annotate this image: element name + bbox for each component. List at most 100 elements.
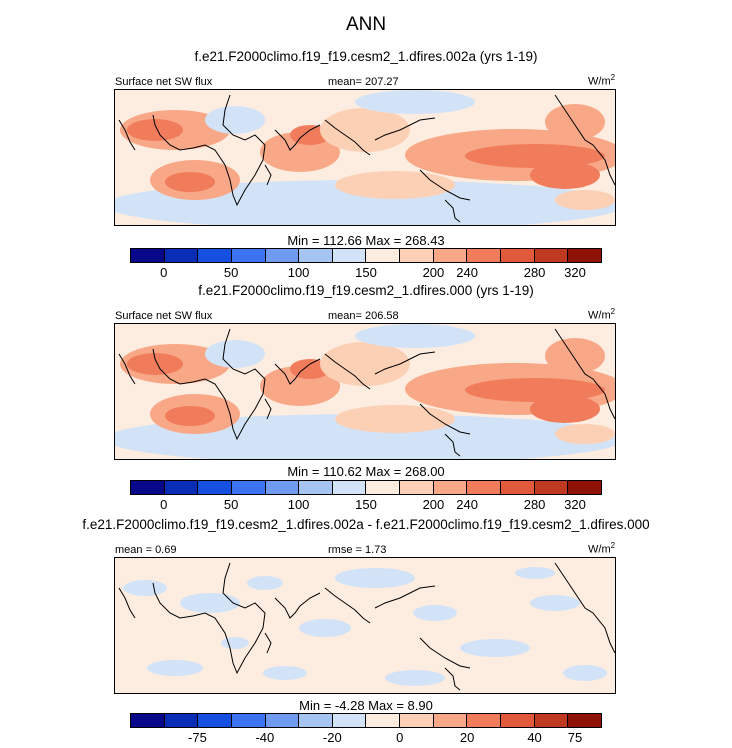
panel3-mean: mean = 0.69 [115, 544, 176, 556]
panel3-mean-label: mean = [115, 544, 152, 556]
field-blob [320, 342, 410, 386]
panel2-colorbar [130, 480, 602, 495]
panel1-units-label: W/m [588, 75, 611, 88]
field-blob [335, 568, 415, 588]
colorbar-swatch [467, 481, 502, 494]
colorbar-swatch [131, 714, 165, 727]
field-blob [385, 670, 445, 686]
panel1-map-svg [115, 90, 615, 225]
panel3-units: W/m2 [588, 541, 615, 556]
colorbar-swatch [231, 249, 266, 262]
panel2-colorbar-ticks: 0 50 100 150 200 240 280 320 [130, 497, 602, 515]
panel1-colorbar [130, 248, 602, 263]
colorbar-tick-label: 0 [396, 730, 404, 745]
field-blob [555, 190, 615, 210]
colorbar-swatch [332, 481, 367, 494]
colorbar-swatch [198, 714, 232, 727]
panel3-units-sup: 2 [610, 541, 616, 550]
colorbar-swatch [164, 249, 199, 262]
panel1-mean-label: mean= [328, 76, 362, 88]
panel1-min-max: Min = 112.66 Max = 268.43 [287, 233, 445, 248]
coastline-path [419, 403, 471, 435]
colorbar-swatch [198, 481, 232, 494]
colorbar-swatch [400, 714, 434, 727]
colorbar-swatch [534, 481, 569, 494]
panel3-field [123, 567, 607, 686]
colorbar-tick-label: 320 [564, 265, 586, 280]
colorbar-swatch [568, 714, 601, 727]
panel1-units-sup: 2 [610, 73, 616, 82]
field-blob [147, 660, 203, 676]
field-blob [515, 567, 555, 579]
colorbar-swatch [265, 714, 300, 727]
coastline-path [324, 587, 371, 624]
panel2-title: f.e21.F2000climo.f19_f19.cesm2_1.dfires.… [198, 283, 534, 298]
field-blob [530, 161, 600, 189]
field-blob [299, 619, 351, 637]
field-blob [460, 639, 530, 657]
colorbar-swatch [467, 714, 502, 727]
colorbar-swatch [231, 714, 266, 727]
field-blob [530, 595, 580, 611]
colorbar-tick-label: 40 [527, 730, 542, 745]
panel3-colorbar-ticks: -75 -40 -20 0 20 40 75 [130, 730, 602, 748]
field-blob [127, 353, 183, 375]
colorbar-swatch [265, 481, 300, 494]
panel2-mean-label: mean= [328, 310, 362, 322]
colorbar-tick-label: -40 [255, 730, 275, 745]
field-blob [355, 90, 475, 114]
coastline-path [444, 433, 461, 457]
panel2-map-svg [115, 324, 615, 459]
colorbar-swatch [231, 481, 266, 494]
coastline-path [374, 351, 436, 375]
colorbar-swatch [467, 249, 502, 262]
colorbar-swatch [501, 714, 535, 727]
colorbar-swatch [198, 249, 232, 262]
coastline-path [444, 667, 461, 691]
colorbar-tick-label: 280 [523, 497, 546, 512]
coastline-path [419, 637, 471, 669]
field-blob [205, 106, 265, 134]
field-blob [127, 119, 183, 141]
field-blob [180, 593, 240, 613]
panel1-units: W/m2 [588, 73, 615, 88]
colorbar-swatch [332, 714, 367, 727]
coastline-path [152, 328, 266, 441]
colorbar-swatch [131, 481, 165, 494]
colorbar-tick-label: 100 [287, 497, 310, 512]
coastline-path [264, 398, 272, 420]
panel1-variable-label: Surface net SW flux [115, 76, 213, 88]
panel2-field [115, 324, 615, 459]
colorbar-tick-label: 240 [456, 265, 478, 280]
panel2-units-label: W/m [588, 309, 611, 322]
coastline-path [152, 94, 266, 207]
colorbar-swatch [299, 481, 333, 494]
panel3-rmse-label: rmse = [328, 544, 362, 556]
colorbar-swatch [534, 714, 569, 727]
colorbar-swatch [265, 249, 300, 262]
coastline-path [374, 117, 436, 141]
panel2-mean-value: 206.58 [365, 310, 399, 322]
panel3-mean-value: 0.69 [155, 544, 177, 556]
panel2-variable-label: Surface net SW flux [115, 310, 213, 322]
coastline-path [152, 562, 266, 675]
coastline-path [264, 632, 272, 654]
colorbar-tick-label: 150 [355, 497, 377, 512]
panel3-map-svg [118, 562, 615, 691]
field-blob [545, 104, 605, 140]
panel3-rmse-value: 1.73 [365, 544, 387, 556]
field-blob [123, 580, 167, 596]
colorbar-swatch [501, 481, 535, 494]
panel1-title: f.e21.F2000climo.f19_f19.cesm2_1.dfires.… [194, 49, 538, 64]
field-blob [205, 340, 265, 368]
colorbar-tick-label: 200 [422, 497, 445, 512]
colorbar-swatch [433, 714, 468, 727]
field-blob [263, 666, 307, 680]
coastline-path [554, 328, 615, 420]
panel2-min-max: Min = 110.62 Max = 268.00 [287, 464, 445, 479]
panel1-field [115, 90, 615, 225]
field-blob [335, 405, 455, 433]
panel1-mean-value: 207.27 [365, 76, 399, 88]
colorbar-tick-label: 0 [160, 497, 168, 512]
panel3-units-label: W/m [588, 543, 611, 556]
